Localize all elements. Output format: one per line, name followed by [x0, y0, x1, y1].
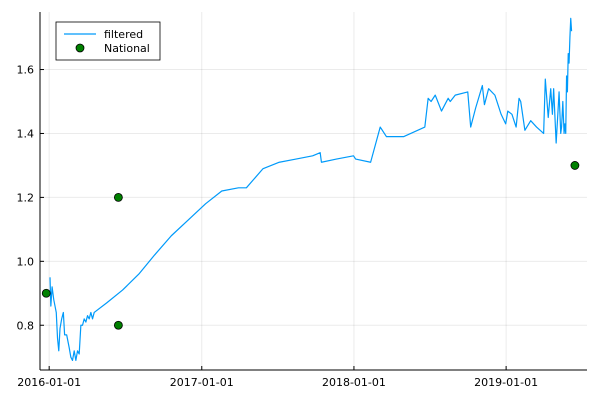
series-layer [41, 17, 580, 362]
x-tick-label: 2017-01-01 [170, 376, 234, 389]
legend-box [55, 21, 161, 61]
y-tick-label: 0.8 [17, 319, 35, 332]
data-point-National [113, 320, 123, 330]
legend-label: National [104, 42, 150, 55]
y-tick-label: 1.0 [17, 255, 35, 268]
axes: 2016-01-01 2017-01-01 2018-01-01 2019-01-01… [17, 12, 587, 389]
legend-label: filtered [104, 28, 143, 41]
x-tick-label: 2019-01-01 [474, 376, 538, 389]
data-point-National [113, 192, 123, 202]
y-tick-label: 1.4 [17, 127, 35, 140]
series-line-filtered [49, 17, 573, 362]
grid [40, 12, 587, 370]
legend-swatch-marker [75, 43, 85, 53]
data-point-National [41, 288, 51, 298]
x-tick-label: 2018-01-01 [322, 376, 386, 389]
data-point-National [570, 161, 580, 170]
x-tick-label: 2016-01-01 [17, 376, 81, 389]
y-tick-label: 1.6 [17, 64, 35, 77]
y-tick-label: 1.2 [17, 191, 35, 204]
